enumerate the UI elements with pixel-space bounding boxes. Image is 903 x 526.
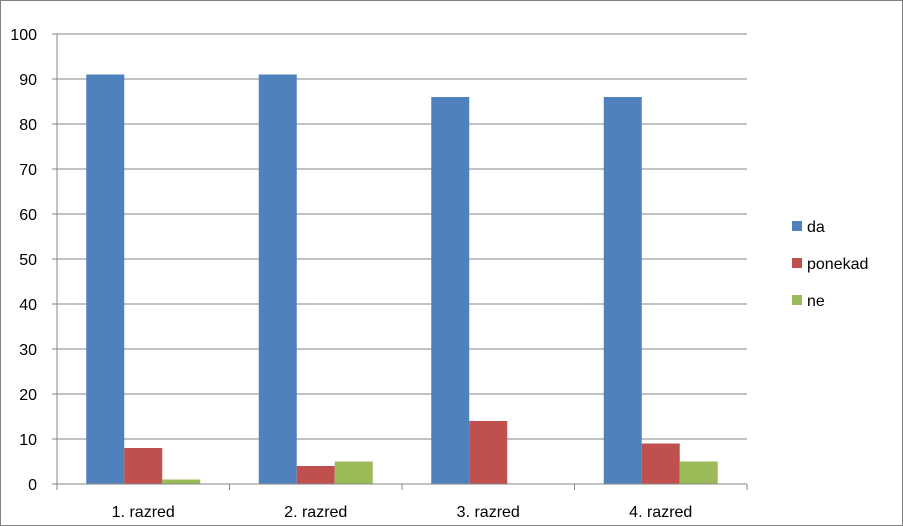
- y-tick-label: 0: [28, 477, 37, 494]
- y-tick-label: 20: [19, 387, 37, 404]
- bar-ne-2: [334, 461, 373, 484]
- x-tick-label: 1. razred: [112, 504, 175, 521]
- x-tick-label: 4. razred: [629, 504, 692, 521]
- legend: da ponekad ne: [792, 219, 868, 310]
- y-tick-label: 40: [19, 297, 37, 314]
- y-axis-ticks: 0 10 20 30 40 50 60 70 80 90 100: [10, 27, 37, 494]
- bar-da-4: [603, 97, 642, 484]
- bar-ponekad-2: [296, 466, 335, 484]
- y-tick-label: 60: [19, 207, 37, 224]
- bar-da-3: [431, 97, 470, 484]
- legend-label-da: da: [807, 219, 825, 236]
- x-tick-label: 2. razred: [284, 504, 347, 521]
- legend-label-ponekad: ponekad: [807, 256, 868, 273]
- y-tick-label: 70: [19, 162, 37, 179]
- bar-ne-4: [679, 461, 718, 484]
- x-tick-label: 3. razred: [457, 504, 520, 521]
- gridlines: [57, 33, 747, 440]
- axes: [52, 33, 748, 490]
- legend-label-ne: ne: [807, 293, 825, 310]
- legend-swatch-ponekad: [792, 258, 802, 268]
- y-tick-label: 90: [19, 72, 37, 89]
- bar-ne-1: [162, 479, 201, 484]
- legend-swatch-da: [792, 221, 802, 231]
- y-tick-label: 50: [19, 252, 37, 269]
- x-axis-ticks: 1. razred 2. razred 3. razred 4. razred: [112, 504, 693, 521]
- y-tick-label: 100: [10, 27, 37, 44]
- bar-ponekad-1: [124, 448, 163, 484]
- bar-da-1: [86, 74, 125, 484]
- legend-swatch-ne: [792, 295, 802, 305]
- y-tick-label: 10: [19, 432, 37, 449]
- bar-ponekad-3: [469, 421, 508, 484]
- y-tick-label: 30: [19, 342, 37, 359]
- bar-ponekad-4: [641, 443, 680, 484]
- y-tick-label: 80: [19, 117, 37, 134]
- bars: [86, 74, 718, 484]
- bar-da-2: [258, 74, 297, 484]
